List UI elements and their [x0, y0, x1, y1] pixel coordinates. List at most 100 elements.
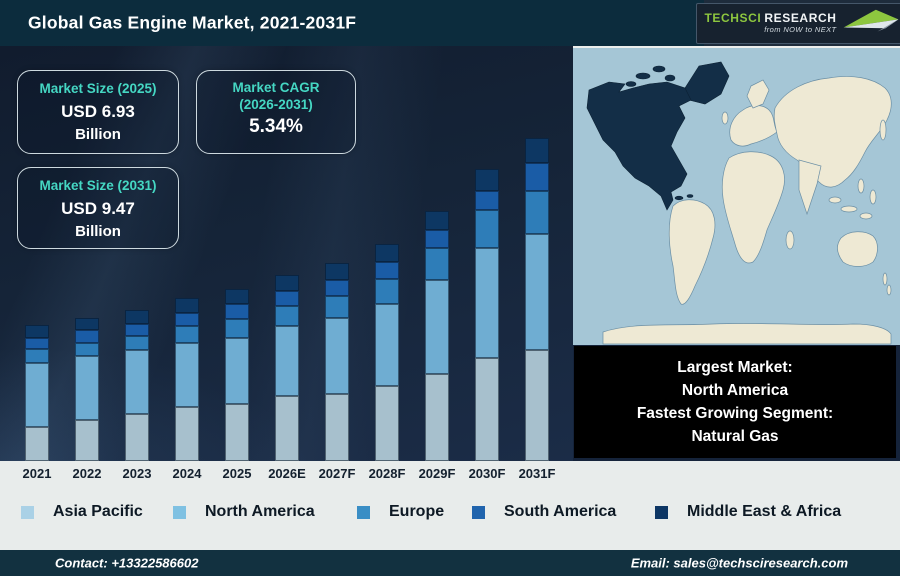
legend-item-south-america: South America [472, 503, 616, 521]
bar-segment-middle-east-africa [225, 289, 249, 304]
bar-segment-asia-pacific [275, 396, 299, 461]
legend-label-asia-pacific: Asia Pacific [53, 503, 143, 520]
legend-swatch-asia-pacific [21, 505, 34, 519]
bar-segment-south-america [275, 291, 299, 306]
bar-2029f [425, 211, 449, 461]
bar-segment-asia-pacific [375, 386, 399, 461]
bar-segment-south-america [525, 163, 549, 191]
bar-segment-asia-pacific [75, 420, 99, 461]
bar-segment-europe [475, 210, 499, 248]
bar-2023 [125, 310, 149, 461]
axis-label-2031f: 2031F [518, 466, 556, 481]
axis-label-2030f: 2030F [468, 466, 506, 481]
bar-segment-south-america [125, 324, 149, 336]
stat-unit: Billion [75, 223, 121, 240]
bar-segment-europe [275, 306, 299, 326]
bar-2027f [325, 263, 349, 461]
bar-segment-europe [325, 296, 349, 318]
bar-segment-middle-east-africa [175, 298, 199, 313]
legend-swatch-middle-east-africa [655, 505, 668, 519]
bar-segment-south-america [475, 191, 499, 210]
bar-segment-europe [525, 191, 549, 234]
market-info-box: Largest Market: North America Fastest Gr… [574, 346, 896, 458]
stacked-bar-chart [0, 121, 573, 461]
axis-label-2022: 2022 [72, 466, 102, 481]
bar-segment-north-america [225, 338, 249, 404]
bar-segment-asia-pacific [475, 358, 499, 461]
axis-label-2028f: 2028F [368, 466, 406, 481]
bar-segment-middle-east-africa [525, 138, 549, 163]
bar-segment-asia-pacific [325, 394, 349, 461]
bar-segment-asia-pacific [125, 414, 149, 461]
bar-2021 [25, 325, 49, 461]
info-line: Natural Gas [691, 428, 779, 445]
bar-segment-middle-east-africa [375, 244, 399, 262]
world-map [573, 48, 900, 345]
brand-tagline: from NOW to NEXT [764, 25, 837, 35]
bar-segment-europe [25, 349, 49, 363]
bar-segment-middle-east-africa [75, 318, 99, 330]
bar-segment-middle-east-africa [275, 275, 299, 291]
bar-segment-asia-pacific [525, 350, 549, 461]
stat-title: Market Size (2025) [39, 81, 157, 96]
legend-label-south-america: South America [504, 503, 617, 520]
stat-box-market-size-2025: Market Size (2025) USD 6.93 Billion [17, 70, 179, 154]
axis-label-2021: 2021 [22, 466, 52, 481]
footer-contact: Contact: +13322586602 [55, 555, 199, 571]
bar-segment-asia-pacific [225, 404, 249, 461]
brand-name-secondary: Research [764, 11, 837, 26]
axis-label-2029f: 2029F [418, 466, 456, 481]
stat-box-market-cagr: Market CAGR (2026-2031) 5.34% [196, 70, 356, 154]
bar-2022 [75, 318, 99, 461]
stat-title: Market Size (2031) [39, 178, 157, 193]
legend-swatch-south-america [472, 505, 485, 519]
bar-segment-south-america [225, 304, 249, 319]
bar-segment-north-america [325, 318, 349, 394]
stat-value: 5.34% [249, 116, 303, 137]
bar-segment-middle-east-africa [425, 211, 449, 230]
bar-segment-north-america [425, 280, 449, 374]
axis-label-2027f: 2027F [318, 466, 356, 481]
legend-item-europe: Europe [357, 503, 444, 521]
stat-title: Market CAGR (2026-2031) [232, 80, 320, 112]
legend-swatch-north-america [173, 505, 186, 519]
axis-label-2025: 2025 [222, 466, 252, 481]
legend-swatch-europe [357, 505, 370, 519]
bar-segment-south-america [25, 338, 49, 349]
bar-segment-south-america [325, 280, 349, 296]
header-bar: Global Gas Engine Market, 2021-2031F Tec… [0, 0, 900, 46]
bar-segment-europe [125, 336, 149, 350]
info-line: North America [681, 382, 789, 399]
bar-segment-north-america [475, 248, 499, 358]
stat-value: USD 9.47 [61, 199, 135, 218]
logo-panel: TechSci Research from NOW to NEXT [696, 0, 900, 46]
bar-segment-south-america [425, 230, 449, 248]
bar-segment-north-america [525, 234, 549, 350]
legend-label-north-america: North America [205, 503, 315, 520]
brand-name-primary: TechSci [704, 11, 762, 26]
axis-label-2024: 2024 [172, 466, 202, 481]
bar-segment-europe [75, 343, 99, 356]
bar-segment-europe [225, 319, 249, 338]
bar-segment-middle-east-africa [125, 310, 149, 324]
footer-bar: Contact: +13322586602 Email: sales@techs… [0, 550, 900, 576]
bar-2031f [525, 138, 549, 461]
stat-unit: Billion [75, 126, 121, 143]
bar-2024 [175, 298, 199, 461]
legend-item-asia-pacific: Asia Pacific [21, 503, 143, 521]
bar-segment-europe [175, 326, 199, 343]
page-title: Global Gas Engine Market, 2021-2031F [28, 12, 357, 33]
bar-2025 [225, 289, 249, 461]
legend-item-north-america: North America [173, 503, 315, 521]
bar-segment-middle-east-africa [475, 169, 499, 191]
stat-value: USD 6.93 [61, 102, 135, 121]
bar-segment-north-america [375, 304, 399, 386]
bar-segment-south-america [375, 262, 399, 279]
legend-label-middle-east-africa: Middle East & Africa [687, 503, 842, 520]
info-line: Largest Market: [677, 359, 793, 376]
bar-2028f [375, 244, 399, 461]
info-line: Fastest Growing Segment: [636, 405, 834, 422]
bar-segment-south-america [175, 313, 199, 326]
logo-arrow-icon [842, 7, 900, 40]
